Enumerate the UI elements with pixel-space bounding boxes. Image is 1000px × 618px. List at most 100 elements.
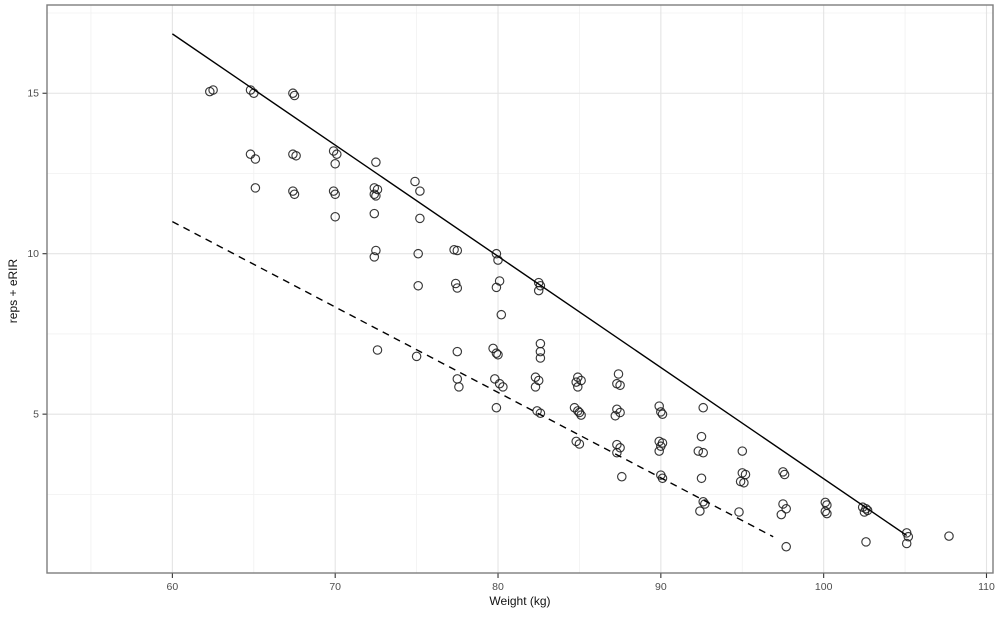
data-point	[779, 469, 790, 480]
data-point	[372, 184, 383, 195]
x-axis-tick-label: 70	[329, 581, 341, 593]
data-point	[328, 146, 339, 156]
data-point	[533, 285, 544, 296]
x-axis-title: Weight (kg)	[489, 594, 551, 608]
data-point	[498, 382, 508, 392]
data-point	[493, 350, 503, 360]
data-point	[288, 88, 298, 98]
data-point	[452, 245, 463, 256]
data-point	[330, 159, 340, 169]
data-point	[859, 507, 870, 517]
x-axis-tick-label: 100	[815, 581, 833, 593]
y-axis-tick-label: 5	[33, 409, 39, 421]
data-point	[739, 478, 749, 488]
data-point	[371, 191, 381, 201]
data-point	[452, 346, 463, 357]
data-point	[208, 85, 218, 95]
data-point	[654, 446, 664, 456]
data-point	[491, 348, 502, 358]
data-point	[452, 283, 463, 293]
data-point	[415, 213, 425, 224]
data-point	[535, 353, 546, 363]
data-point	[656, 407, 666, 417]
data-point	[820, 497, 831, 508]
data-point	[494, 378, 505, 389]
data-point	[369, 189, 380, 200]
data-point	[901, 538, 912, 549]
y-axis-title: reps + eRIR	[6, 258, 20, 324]
data-point	[250, 183, 261, 193]
data-point	[369, 208, 380, 219]
data-point	[491, 402, 502, 413]
data-point	[700, 499, 710, 509]
data-point	[656, 441, 666, 451]
data-point	[610, 411, 621, 421]
data-point	[245, 149, 256, 159]
data-point	[781, 541, 791, 552]
data-point	[574, 407, 585, 418]
data-point	[573, 372, 583, 382]
data-point	[454, 382, 464, 392]
data-point	[903, 531, 914, 542]
plot-panel-border	[46, 4, 994, 574]
y-axis-tick-label: 15	[27, 88, 39, 100]
data-point	[698, 402, 708, 413]
data-point	[332, 149, 342, 159]
data-point	[778, 499, 788, 509]
data-point	[330, 212, 340, 222]
data-point	[696, 473, 707, 484]
data-point	[695, 506, 705, 516]
data-point	[693, 446, 704, 456]
data-point	[734, 507, 744, 517]
data-point	[574, 439, 585, 449]
data-point	[569, 402, 580, 413]
data-point	[617, 471, 627, 482]
x-axis-tick-label: 80	[492, 581, 504, 593]
data-point	[450, 278, 461, 289]
data-point	[698, 447, 708, 458]
data-point	[822, 508, 832, 519]
data-point	[615, 443, 625, 453]
data-point	[415, 186, 425, 196]
data-point	[615, 407, 625, 418]
data-point	[612, 447, 622, 458]
data-point	[291, 151, 301, 161]
data-point	[496, 309, 507, 320]
data-point	[696, 431, 707, 442]
data-point	[944, 531, 954, 541]
data-point	[490, 374, 500, 384]
data-point	[535, 346, 546, 357]
data-point	[369, 252, 380, 262]
data-point	[488, 343, 498, 354]
data-point	[657, 473, 668, 484]
x-axis-tick-label: 60	[167, 581, 179, 593]
data-point	[250, 154, 261, 164]
data-point	[372, 345, 383, 355]
data-point	[289, 90, 300, 101]
data-point	[371, 245, 381, 256]
data-point	[861, 537, 871, 547]
data-point	[530, 372, 541, 382]
data-point	[571, 436, 581, 447]
data-point	[820, 506, 831, 517]
data-point	[491, 282, 502, 293]
data-point	[615, 380, 625, 391]
data-point	[776, 509, 787, 520]
data-point	[778, 467, 788, 477]
data-point	[491, 248, 502, 259]
data-point	[413, 248, 423, 259]
data-point	[737, 446, 748, 456]
data-point	[413, 281, 423, 291]
data-point	[535, 281, 546, 291]
x-axis-tick-label: 90	[655, 581, 667, 593]
data-point	[781, 504, 791, 514]
plot-panel-background	[47, 5, 993, 573]
y-axis-tick-label: 10	[27, 248, 39, 260]
data-point	[530, 382, 541, 392]
data-point	[535, 408, 546, 418]
data-point	[371, 157, 381, 167]
trend-line-solid	[171, 33, 908, 537]
data-point	[571, 377, 581, 387]
